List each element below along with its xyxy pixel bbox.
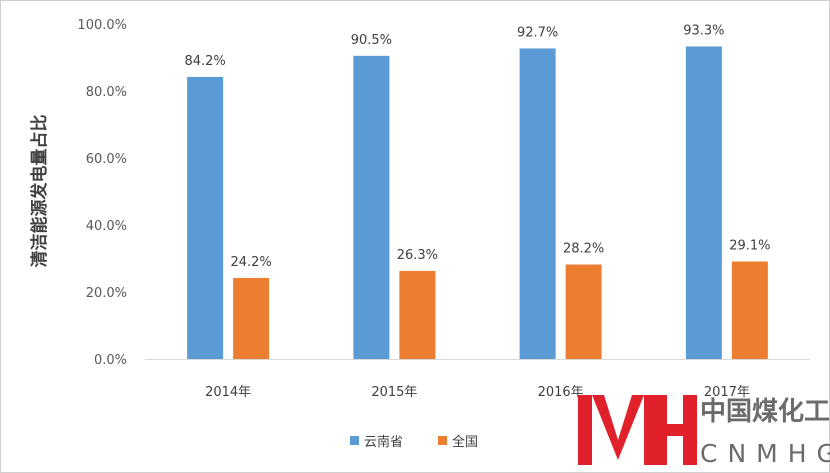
data-label: 24.2% xyxy=(230,255,271,270)
data-label: 92.7% xyxy=(517,25,558,40)
bar-yunnan xyxy=(519,48,556,360)
data-label: 90.5% xyxy=(351,33,392,48)
bar-national xyxy=(399,270,436,359)
legend-label: 全国 xyxy=(452,434,478,450)
y-tick-label: 20.0% xyxy=(86,286,127,301)
legend: 云南省 全国 xyxy=(350,434,478,450)
data-label: 28.2% xyxy=(563,242,604,257)
y-axis-title: 清洁能源发电量占比 xyxy=(29,115,50,268)
data-label: 29.1% xyxy=(729,239,770,254)
bar-yunnan xyxy=(685,46,722,359)
bar-national xyxy=(233,277,270,359)
x-tick-label: 2015年 xyxy=(371,385,417,400)
watermark: 中国煤化工 CNMHG xyxy=(578,395,830,468)
x-tick-label: 2016年 xyxy=(538,385,584,400)
y-tick-label: 60.0% xyxy=(86,152,127,167)
legend-swatch xyxy=(438,436,447,445)
bar-yunnan xyxy=(353,55,390,359)
bar-national xyxy=(565,264,602,359)
data-label: 93.3% xyxy=(683,23,724,38)
cnmhg-logo xyxy=(578,395,697,465)
x-tick-label: 2014年 xyxy=(205,385,251,400)
bars: 84.2% 24.2% 90.5% 26.3% 92.7% 28.2% 93.3% 29.1% xyxy=(184,23,771,360)
y-tick-label: 0.0% xyxy=(94,353,127,368)
watermark-cn: 中国煤化工 xyxy=(700,397,830,427)
watermark-en: CNMHG xyxy=(700,439,830,468)
data-label: 26.3% xyxy=(397,248,438,263)
y-axis-ticks: 0.0% 20.0% 40.0% 60.0% 80.0% 100.0% xyxy=(77,18,127,368)
y-tick-label: 100.0% xyxy=(77,18,127,33)
legend-label: 云南省 xyxy=(364,434,403,450)
bar-yunnan xyxy=(187,76,224,360)
legend-swatch xyxy=(350,436,359,445)
bar-national xyxy=(731,261,768,359)
y-tick-label: 40.0% xyxy=(86,219,127,234)
data-label: 84.2% xyxy=(184,54,225,69)
x-tick-label: 2017年 xyxy=(704,385,750,400)
x-axis-ticks: 2014年 2015年 2016年 2017年 xyxy=(205,385,750,400)
y-tick-label: 80.0% xyxy=(86,85,127,100)
